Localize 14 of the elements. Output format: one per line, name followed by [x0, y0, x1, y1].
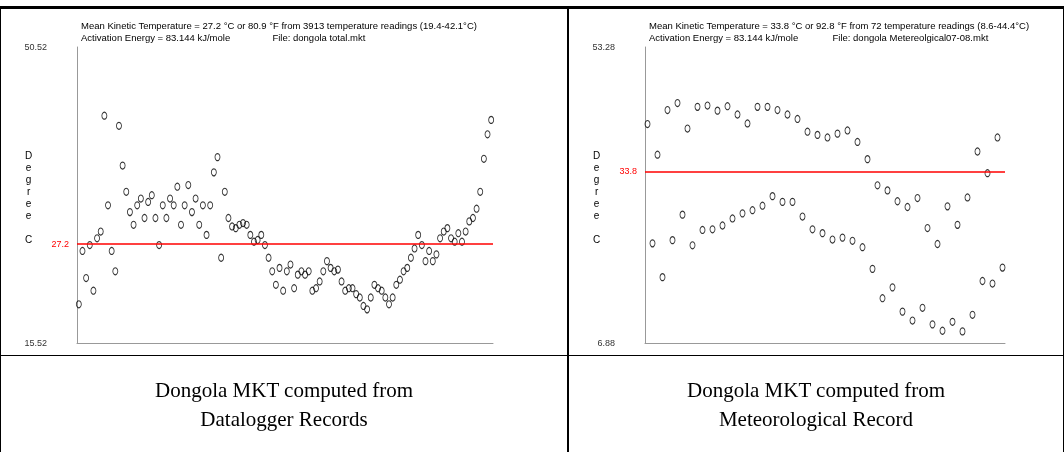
text: Dongola MKT computed from Meteorological Record — [686, 377, 946, 433]
chart-title: Mean Kinetic Temperature = 27.2 °C or 80.9 °F from 3913 temperature readings (19.4-42.1°C) — [81, 19, 477, 31]
text: Dongola MKT computed from Datalogger Records — [154, 377, 414, 433]
text: Degree C — [592, 149, 601, 245]
chart-title: Mean Kinetic Temperature = 33.8 °C or 92.8 °F from 72 temperature readings (8.6-44.4°C) — [649, 19, 1030, 31]
chart-subtitle: Activation Energy = 83.144 kJ/mole File: dongola Metereolgical07-08.mkt — [649, 31, 989, 43]
y-tick-label: 15.52 — [24, 338, 47, 348]
ref-line-label: 33.8 — [619, 166, 637, 177]
y-tick-label: 6.88 — [597, 338, 615, 348]
ref-line-label: 27.2 — [51, 239, 69, 250]
text: Degree C — [24, 149, 33, 245]
y-tick-label: 50.52 — [24, 42, 47, 52]
chart-subtitle: Activation Energy = 83.144 kJ/mole File: dongola total.mkt — [81, 31, 366, 43]
y-tick-label: 53.28 — [592, 42, 615, 52]
